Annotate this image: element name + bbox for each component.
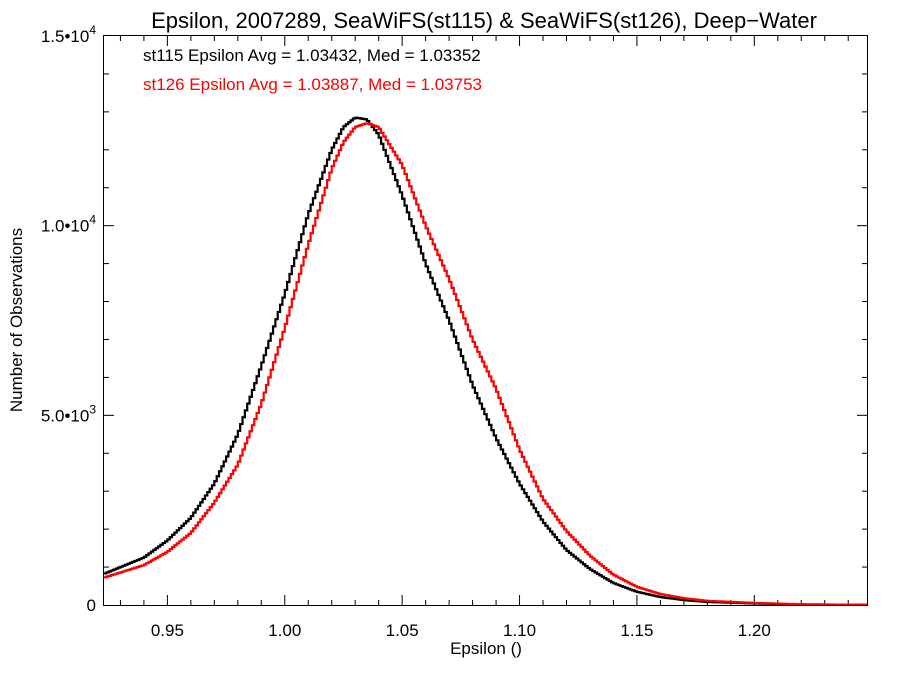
tick-marks (104, 36, 867, 605)
y-tick-label: 1.5•104 (41, 23, 97, 46)
y-tick-exponent: 3 (89, 402, 96, 416)
y-tick-mantissa: 1.0•10 (41, 217, 90, 236)
x-tick-label: 0.95 (151, 621, 184, 640)
x-tick-labels: 0.95 1.00 1.05 1.10 1.15 1.20 (151, 621, 771, 640)
y-tick-exponent: 4 (89, 23, 96, 37)
y-tick-label: 0 (87, 596, 96, 615)
x-tick-label: 1.20 (738, 621, 771, 640)
x-tick-label: 1.05 (386, 621, 419, 640)
annotation-1: st115 Epsilon Avg = 1.03432, Med = 1.033… (143, 46, 481, 65)
y-tick-mantissa: 5.0•10 (41, 406, 90, 425)
x-axis-label: Epsilon () (450, 639, 522, 658)
y-tick-label: 5.0•103 (41, 402, 97, 425)
x-tick-label: 1.00 (268, 621, 301, 640)
y-axis-label: Number of Observations (7, 228, 26, 412)
histogram-series-1 (104, 116, 867, 606)
y-tick-mantissa: 0 (87, 596, 96, 615)
annotations: st115 Epsilon Avg = 1.03432, Med = 1.033… (143, 46, 482, 94)
plot-series (104, 116, 867, 606)
plot-frame (103, 35, 868, 606)
chart-title: Epsilon, 2007289, SeaWiFS(st115) & SeaWi… (151, 8, 817, 33)
histogram-series-2 (104, 122, 867, 606)
annotation-2: st126 Epsilon Avg = 1.03887, Med = 1.037… (143, 75, 482, 94)
y-tick-exponent: 4 (89, 213, 96, 227)
x-tick-label: 1.15 (620, 621, 653, 640)
x-tick-label: 1.10 (503, 621, 536, 640)
y-tick-mantissa: 1.5•10 (41, 27, 90, 46)
y-tick-label: 1.0•104 (41, 213, 97, 236)
